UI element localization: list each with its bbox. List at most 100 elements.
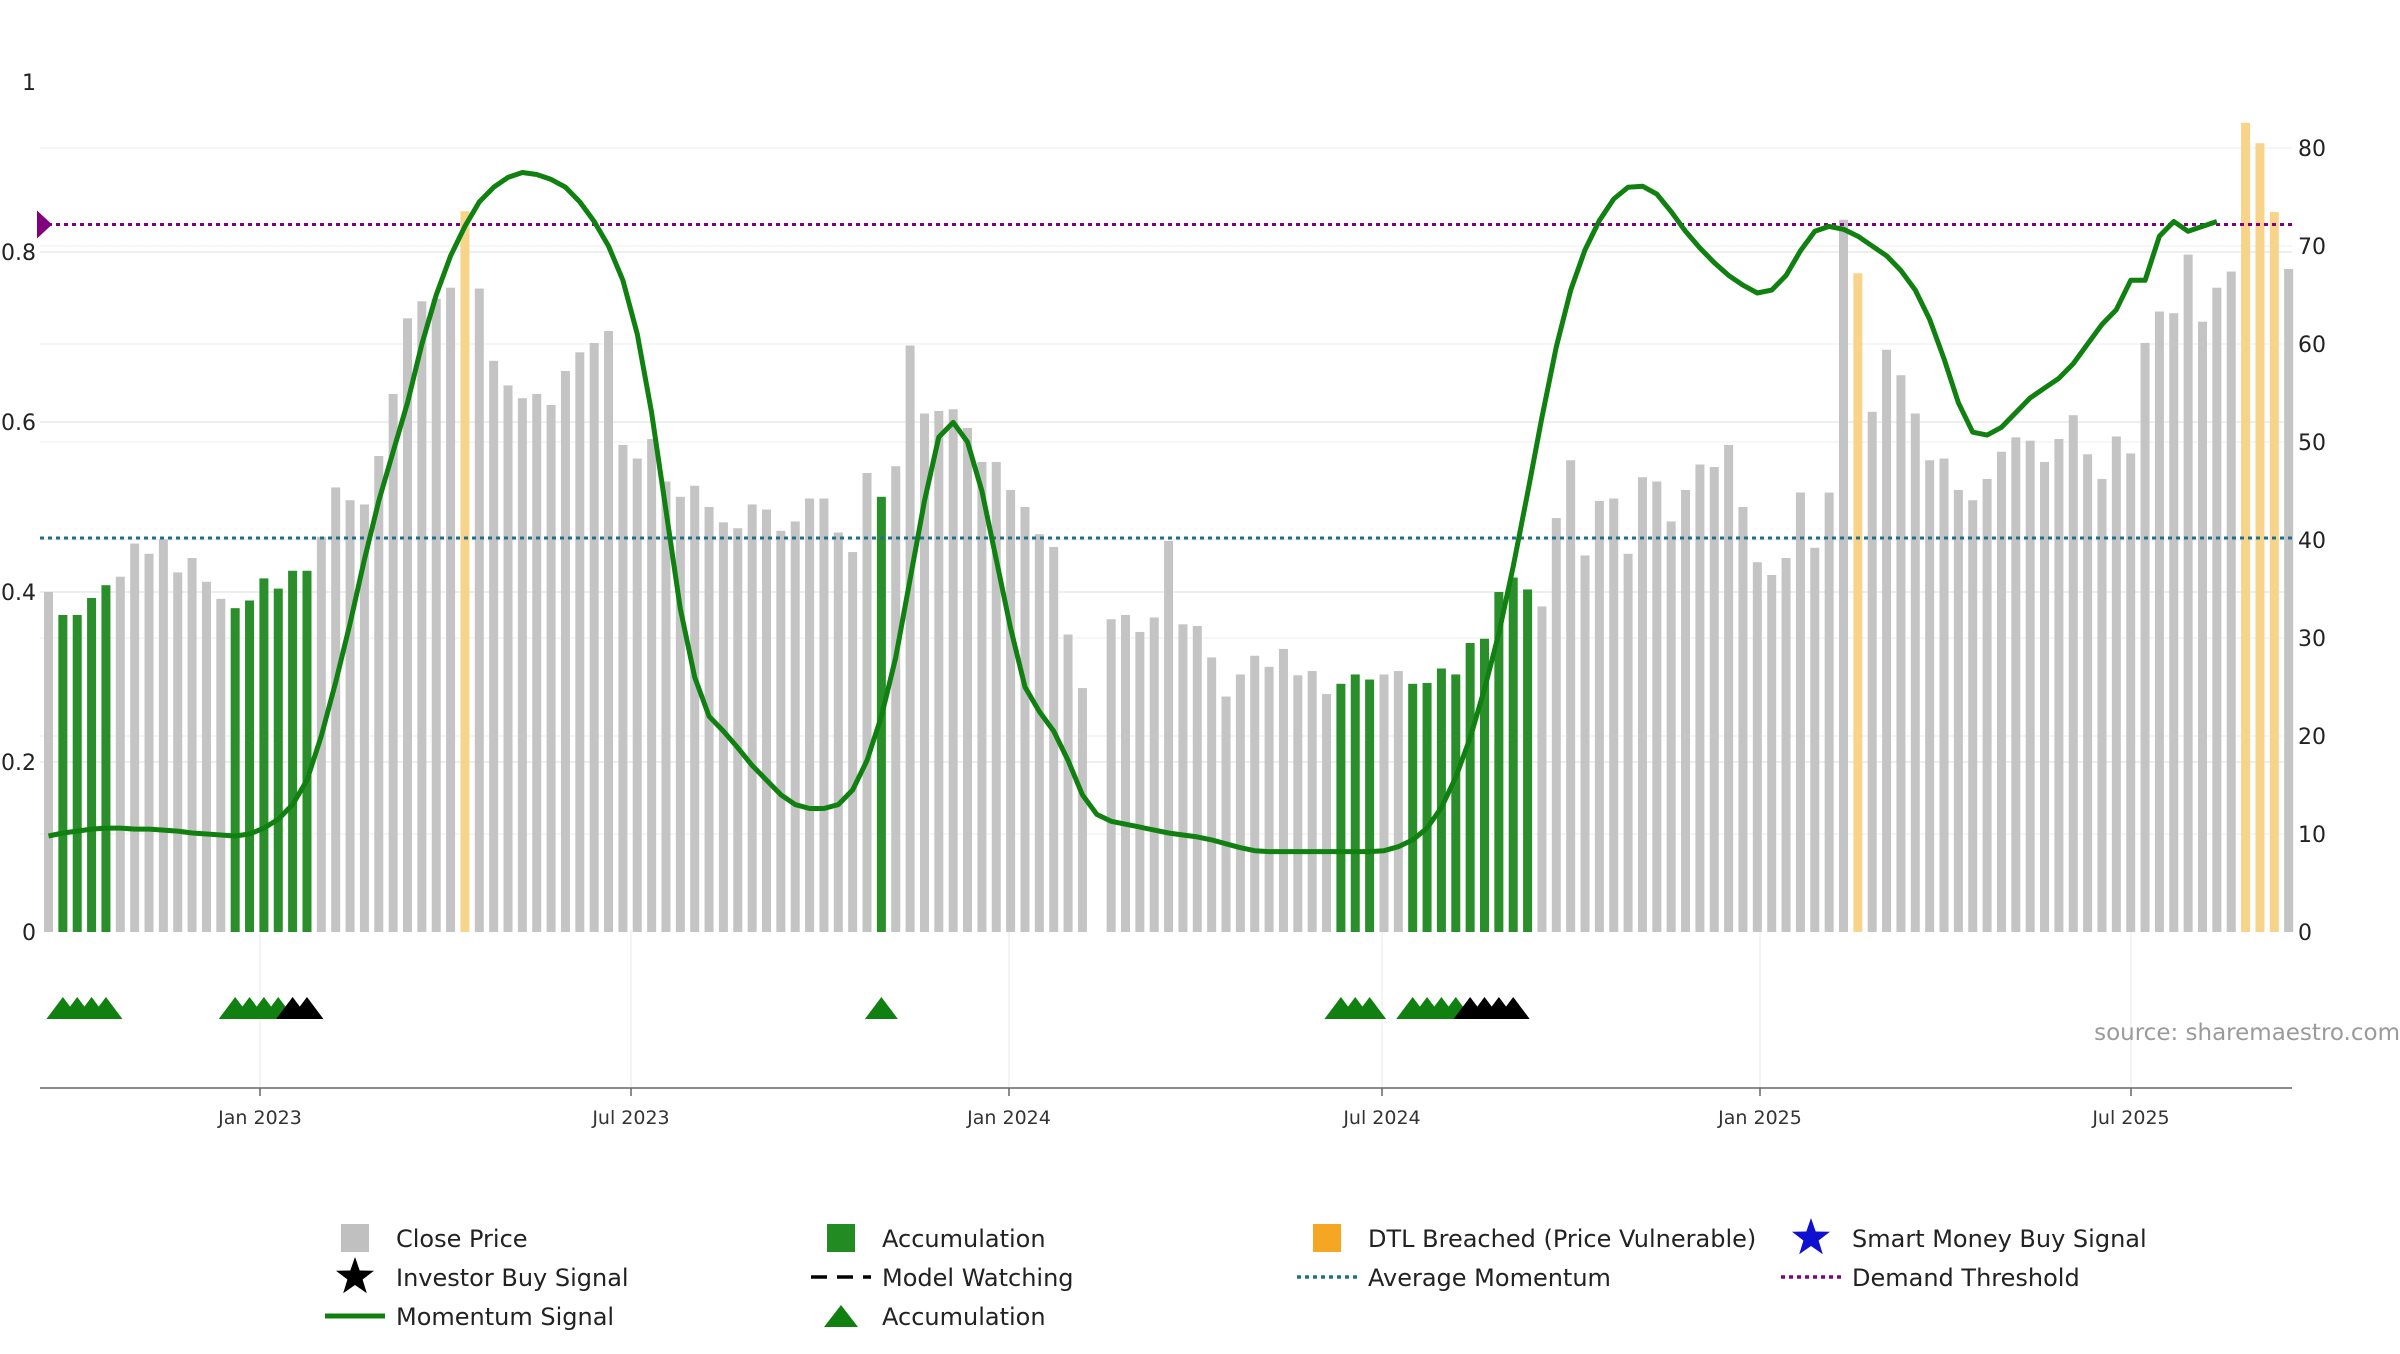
left-tick-label-2: 0.4 <box>1 581 36 606</box>
price-bar-56 <box>848 552 858 932</box>
price-bar-91 <box>1350 674 1360 932</box>
legend-item-8: Momentum Signal <box>325 1303 614 1331</box>
source-label: source: sharemaestro.com <box>2094 1020 2400 1046</box>
price-bar-80 <box>1192 626 1202 932</box>
price-bar-20 <box>331 487 341 932</box>
price-bar-66 <box>991 461 1001 932</box>
legend-label: DTL Breached (Price Vulnerable) <box>1368 1225 1756 1253</box>
price-bar-84 <box>1250 655 1260 932</box>
price-bar-22 <box>359 504 369 932</box>
investor-buy-marker-102 <box>1496 997 1530 1019</box>
price-bar-147 <box>2154 311 2164 932</box>
price-bar-11 <box>201 581 211 932</box>
legend-symbol-star <box>336 1257 374 1294</box>
price-bar-45 <box>690 485 700 932</box>
price-bar-118 <box>1738 507 1748 932</box>
price-bar-50 <box>762 509 771 932</box>
price-bar-120 <box>1767 575 1777 932</box>
price-bar-10 <box>187 558 197 932</box>
price-bar-57 <box>862 473 872 932</box>
x-tick-label-5: Jul 2025 <box>2091 1107 2169 1129</box>
price-bar-21 <box>345 500 355 932</box>
price-bar-105 <box>1551 518 1561 932</box>
legend-symbol-square <box>827 1224 855 1252</box>
price-bar-128 <box>1882 349 1892 932</box>
price-bar-139 <box>2040 461 2050 932</box>
right-tick-label-7: 70 <box>2298 235 2326 260</box>
price-bar-60 <box>905 345 915 932</box>
legend-label: Investor Buy Signal <box>396 1264 629 1292</box>
price-bar-70 <box>1049 546 1059 932</box>
price-bar-62 <box>934 410 944 932</box>
right-tick-label-5: 50 <box>2298 431 2326 456</box>
price-bar-150 <box>2198 321 2207 932</box>
price-bar-31 <box>489 360 499 932</box>
price-bar-61 <box>919 413 929 932</box>
price-bar-96 <box>1422 682 1432 932</box>
price-bar-63 <box>948 409 958 932</box>
price-bar-75 <box>1121 614 1130 932</box>
price-bar-117 <box>1724 444 1734 932</box>
markers-layer <box>46 997 1530 1019</box>
price-bar-0 <box>44 592 53 932</box>
price-bar-32 <box>503 385 513 932</box>
right-tick-label-3: 30 <box>2298 627 2326 652</box>
price-bar-86 <box>1278 648 1288 932</box>
price-bar-38 <box>589 342 599 932</box>
x-tick-label-2: Jan 2024 <box>966 1107 1051 1129</box>
price-bar-130 <box>1910 413 1920 932</box>
price-bar-51 <box>776 530 786 932</box>
price-bar-126 <box>1853 273 1863 932</box>
price-bar-6 <box>130 543 140 932</box>
bars-layer <box>44 122 2294 933</box>
price-bar-153 <box>2241 122 2251 933</box>
price-bar-17 <box>288 570 298 932</box>
price-bar-152 <box>2226 271 2236 932</box>
legend-item-3: Smart Money Buy Signal <box>1792 1218 2147 1255</box>
price-bar-16 <box>273 588 283 932</box>
accumulation-marker-92 <box>1353 997 1387 1019</box>
price-bar-9 <box>173 572 183 932</box>
price-bar-5 <box>115 576 125 932</box>
price-bar-74 <box>1106 619 1116 932</box>
price-bar-25 <box>403 318 412 932</box>
right-tick-label-0: 0 <box>2298 921 2312 946</box>
x-tick-label-4: Jan 2025 <box>1717 1107 1802 1129</box>
price-bar-121 <box>1781 558 1791 932</box>
demand-threshold-marker <box>37 210 52 239</box>
price-bar-72 <box>1077 688 1087 932</box>
price-bar-92 <box>1365 679 1375 932</box>
price-bar-119 <box>1752 562 1762 932</box>
price-bar-135 <box>1982 478 1992 932</box>
price-bar-109 <box>1609 498 1619 932</box>
axes-layer: Jan 2023 Jul 2023 Jan 2024 Jul 2024 Jan 2025… <box>1 71 2326 1129</box>
price-bar-110 <box>1623 553 1633 932</box>
right-tick-label-6: 60 <box>2298 333 2326 358</box>
price-bar-2 <box>72 614 82 932</box>
price-bar-114 <box>1681 490 1691 932</box>
price-bar-99 <box>1465 643 1475 932</box>
accumulation-marker-58 <box>864 997 898 1019</box>
price-bar-79 <box>1178 624 1188 932</box>
x-tick-label-3: Jul 2024 <box>1342 1107 1420 1129</box>
price-bar-151 <box>2212 287 2222 932</box>
price-bar-87 <box>1293 675 1303 932</box>
price-bar-142 <box>2083 454 2093 932</box>
price-bar-95 <box>1408 683 1418 932</box>
price-bar-141 <box>2068 415 2078 932</box>
price-bar-68 <box>1020 507 1030 932</box>
legend-item-0: Close Price <box>341 1224 528 1253</box>
legend-item-4: Investor Buy Signal <box>336 1257 629 1294</box>
price-bar-39 <box>604 331 614 932</box>
price-bar-85 <box>1264 666 1274 932</box>
price-bar-36 <box>560 371 570 932</box>
price-bar-81 <box>1207 657 1217 932</box>
price-bar-76 <box>1135 631 1145 932</box>
price-bar-136 <box>1996 451 2006 932</box>
price-bar-144 <box>2111 436 2121 932</box>
price-bar-43 <box>661 481 671 932</box>
price-bar-102 <box>1508 577 1518 932</box>
price-bar-71 <box>1063 634 1073 932</box>
price-bar-98 <box>1451 674 1461 932</box>
